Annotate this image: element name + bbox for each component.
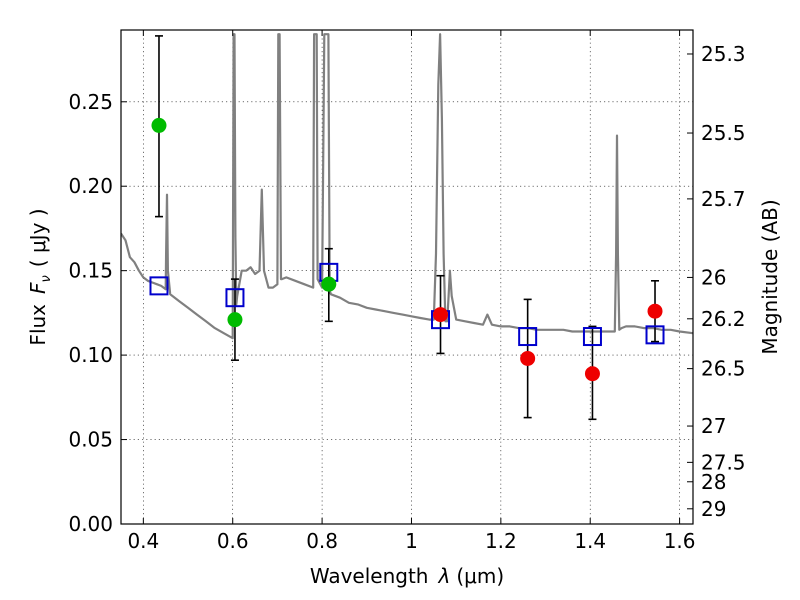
y2-tick-label: 28	[701, 470, 726, 494]
grid	[121, 30, 693, 524]
observed-red-point	[433, 307, 449, 323]
y2-tick-label: 25.5	[701, 121, 746, 145]
plot-area	[121, 33, 693, 421]
observed-green-point	[227, 312, 243, 328]
x-tick-label: 0.6	[217, 529, 249, 553]
observed-red-point	[647, 303, 663, 319]
y-tick-label: 0.20	[68, 174, 113, 198]
x-tick-label: 1.2	[485, 529, 517, 553]
y-tick-label: 0.15	[68, 259, 113, 283]
x-tick-label: 1.6	[664, 529, 696, 553]
model-photometry-square	[645, 325, 665, 345]
model-photometry-square	[225, 288, 245, 308]
y-tick-label: 0.25	[68, 90, 113, 114]
x-tick-label: 1.4	[574, 529, 606, 553]
y2-tick-label: 25.7	[701, 187, 746, 211]
model-photometry-square	[582, 327, 602, 347]
model-photometry-square	[149, 276, 169, 296]
y-tick-label: 0.10	[68, 343, 113, 367]
x-tick-label: 1	[405, 529, 418, 553]
y-axis-title: FluxFν( μJy )	[26, 208, 54, 345]
y2-tick-label: 26.2	[701, 307, 746, 331]
observed-red-point	[584, 366, 600, 382]
y2-tick-label: 26	[701, 265, 726, 289]
y2-tick-label: 25.3	[701, 42, 746, 66]
x-tick-label: 0.8	[306, 529, 338, 553]
y2-tick-label: 29	[701, 497, 726, 521]
observed-green-point	[321, 276, 337, 292]
observed-green-point	[151, 117, 167, 133]
plot-frame	[120, 29, 694, 525]
y2-tick-label: 26.5	[701, 357, 746, 381]
ticks: 0.4 0.6 0.8 1 1.2 1.4 1.6 0.00 0.05 0.10 0.15 0.20 0…	[68, 30, 746, 553]
y-tick-label: 0.05	[68, 428, 113, 452]
y2-axis-title: Magnitude (AB)	[758, 199, 782, 354]
model-photometry-square	[518, 327, 538, 347]
x-axis-title: Wavelength λ (μm)	[310, 564, 504, 588]
model-spectrum-line	[121, 33, 693, 340]
y2-tick-label: 27.5	[701, 450, 746, 474]
observed-red-point	[520, 350, 536, 366]
y2-tick-label: 27	[701, 414, 726, 438]
x-tick-label: 0.4	[127, 529, 159, 553]
y-tick-label: 0.00	[68, 512, 113, 536]
